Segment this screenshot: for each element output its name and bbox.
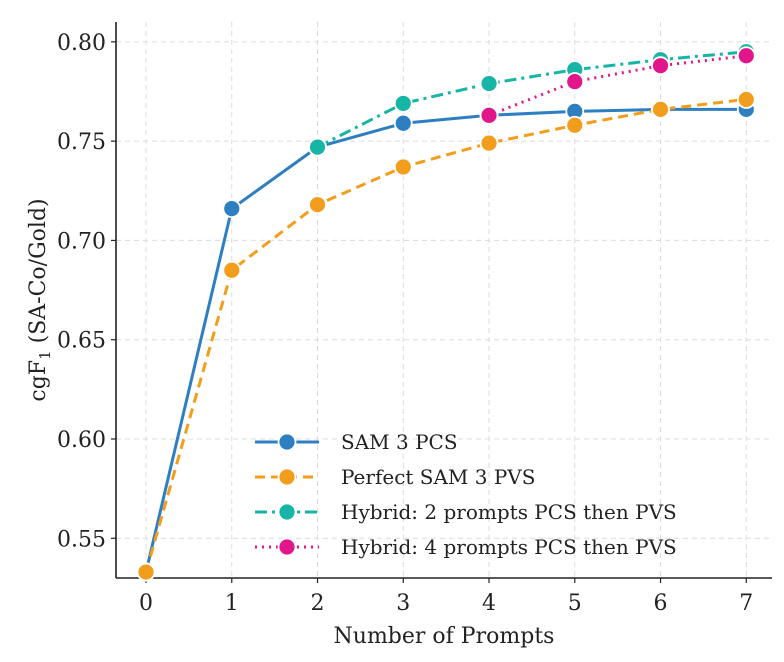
x-tick-label: 5 — [568, 591, 582, 616]
legend-label: Perfect SAM 3 PVS — [341, 465, 535, 489]
x-tick-label: 3 — [396, 591, 410, 616]
data-point — [651, 99, 670, 119]
y-tick-labels: 0.55 0.60 0.65 0.70 0.75 0.80 — [57, 31, 116, 552]
x-tick-labels: 0 1 2 3 4 5 6 7 — [139, 578, 753, 616]
grid — [116, 22, 772, 578]
data-point — [736, 46, 756, 66]
series-2 — [136, 90, 756, 582]
x-tick-label: 4 — [482, 591, 496, 616]
series-3 — [308, 42, 756, 157]
legend-marker — [277, 467, 297, 487]
series — [136, 42, 756, 582]
x-tick-label: 6 — [654, 591, 668, 616]
y-tick-label: 0.70 — [57, 229, 106, 254]
y-axis-label-main: cgF — [26, 360, 51, 402]
series-line — [144, 107, 747, 573]
legend-marker — [277, 432, 297, 452]
data-point — [736, 90, 756, 109]
y-tick-label: 0.80 — [57, 31, 106, 56]
legend-marker — [277, 537, 297, 557]
legend-item: Perfect SAM 3 PVS — [255, 465, 535, 489]
data-point — [479, 74, 499, 93]
data-point — [393, 94, 413, 113]
legend-item: Hybrid: 4 prompts PCS then PVS — [255, 535, 677, 559]
data-point — [565, 72, 585, 91]
data-point — [393, 113, 413, 133]
legend-item: SAM 3 PCS — [255, 430, 458, 454]
series-line — [488, 54, 747, 117]
x-tick-label: 7 — [739, 591, 753, 616]
data-point — [479, 105, 499, 125]
axes — [115, 22, 772, 579]
data-point — [136, 562, 156, 582]
legend-item: Hybrid: 2 prompts PCS then PVS — [255, 500, 677, 524]
y-tick-label: 0.75 — [57, 130, 106, 155]
data-point — [222, 199, 242, 219]
data-point — [308, 195, 327, 215]
legend-marker — [277, 502, 297, 522]
y-axis-label: cgF1 (SA-Co/Gold) — [26, 198, 54, 401]
series-4 — [479, 46, 756, 125]
y-tick-label: 0.60 — [57, 428, 106, 453]
data-point — [308, 137, 327, 157]
x-tick-label: 0 — [139, 591, 153, 616]
x-tick-label: 2 — [311, 591, 325, 616]
data-point — [565, 115, 585, 135]
y-tick-label: 0.65 — [57, 329, 106, 354]
y-axis-label-rest: (SA-Co/Gold) — [26, 198, 51, 350]
legend-label: Hybrid: 2 prompts PCS then PVS — [341, 500, 677, 524]
legend-label: Hybrid: 4 prompts PCS then PVS — [341, 535, 677, 559]
data-point — [479, 133, 499, 153]
legend-label: SAM 3 PCS — [341, 430, 458, 454]
x-tick-label: 1 — [225, 591, 239, 616]
y-tick-label: 0.55 — [57, 527, 106, 552]
data-point — [222, 260, 242, 280]
x-axis-label: Number of Prompts — [334, 624, 555, 649]
y-axis-label-subscript: 1 — [36, 350, 54, 360]
data-point — [393, 157, 413, 177]
series-line — [316, 50, 747, 149]
legend: SAM 3 PCS Perfect SAM 3 PVS Hybrid: 2 prom… — [255, 430, 677, 559]
data-point — [651, 56, 670, 76]
